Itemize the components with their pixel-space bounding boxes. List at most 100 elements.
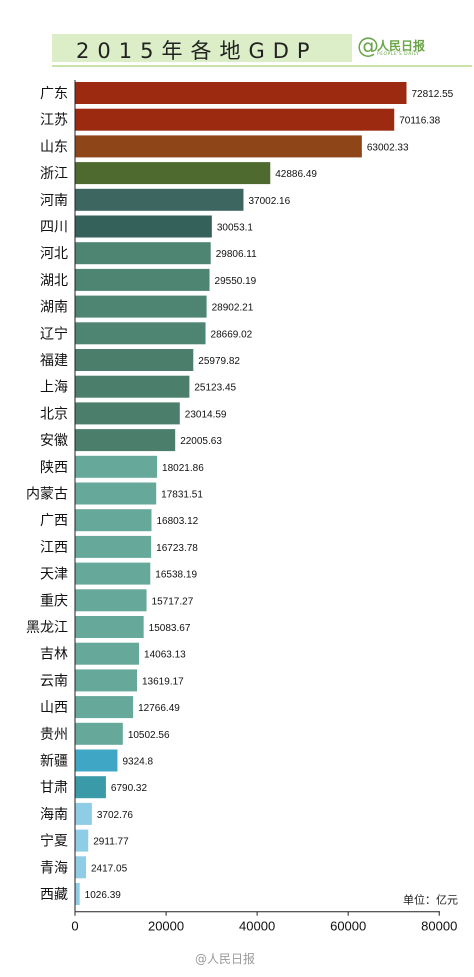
category-label-6: 河北 xyxy=(40,246,68,262)
value-label-28: 2911.77 xyxy=(93,837,129,848)
title-background xyxy=(52,34,352,62)
value-label-0: 72812.55 xyxy=(412,89,454,100)
category-label-1: 江苏 xyxy=(40,113,68,129)
peoples-daily-logo: @ 人民日报 PEOPLE'S DAILY xyxy=(357,34,437,62)
category-label-2: 山东 xyxy=(40,139,68,155)
category-label-26: 甘肃 xyxy=(40,780,68,796)
category-label-12: 北京 xyxy=(40,406,68,422)
bar-27 xyxy=(75,802,92,825)
category-label-5: 四川 xyxy=(40,220,68,236)
unit-label: 单位：亿元 xyxy=(403,893,458,907)
bar-1 xyxy=(75,108,395,131)
category-label-0: 广东 xyxy=(40,86,68,102)
category-label-18: 天津 xyxy=(40,567,68,583)
category-label-23: 山西 xyxy=(40,700,68,716)
value-label-14: 18021.86 xyxy=(162,463,204,474)
category-label-8: 湖南 xyxy=(40,300,68,316)
x-tick-label-0: 0 xyxy=(71,919,78,934)
bar-19 xyxy=(75,589,147,612)
category-label-3: 浙江 xyxy=(40,166,68,182)
bar-10 xyxy=(75,349,194,371)
category-label-20: 黑龙江 xyxy=(26,620,68,636)
x-tick-label-4: 80000 xyxy=(421,919,457,934)
bar-22 xyxy=(75,669,138,692)
bar-20 xyxy=(75,616,144,638)
value-label-23: 12766.49 xyxy=(138,703,180,714)
category-label-7: 湖北 xyxy=(40,273,68,289)
bar-2 xyxy=(75,135,362,158)
x-tick-label-1: 20000 xyxy=(148,919,184,934)
value-label-24: 10502.56 xyxy=(128,730,170,741)
category-label-11: 上海 xyxy=(40,380,68,396)
category-label-21: 吉林 xyxy=(40,647,68,663)
category-label-17: 江西 xyxy=(40,540,68,556)
value-label-3: 42886.49 xyxy=(275,169,317,180)
bar-9 xyxy=(75,322,206,345)
category-label-4: 河南 xyxy=(40,193,68,209)
value-label-19: 15717.27 xyxy=(152,596,194,607)
category-label-16: 广西 xyxy=(40,513,68,529)
bar-14 xyxy=(75,455,158,478)
category-label-13: 安徽 xyxy=(40,433,68,449)
value-label-13: 22005.63 xyxy=(180,436,222,447)
category-label-15: 内蒙古 xyxy=(26,487,68,503)
value-label-7: 29550.19 xyxy=(215,276,257,287)
value-label-29: 2417.05 xyxy=(91,863,128,874)
x-tick-label-2: 40000 xyxy=(239,919,275,934)
category-label-22: 云南 xyxy=(40,673,68,689)
value-label-18: 16538.19 xyxy=(155,570,197,581)
value-label-12: 23014.59 xyxy=(185,409,227,420)
category-label-24: 贵州 xyxy=(40,727,68,743)
bar-3 xyxy=(75,162,271,185)
bar-11 xyxy=(75,375,190,398)
value-label-30: 1026.39 xyxy=(85,890,122,901)
value-label-21: 14063.13 xyxy=(144,650,186,661)
bar-5 xyxy=(75,215,212,238)
category-label-25: 新疆 xyxy=(40,754,68,770)
category-label-10: 福建 xyxy=(40,353,68,369)
value-label-15: 17831.51 xyxy=(161,490,203,501)
bar-30 xyxy=(75,883,80,905)
logo-subtext: PEOPLE'S DAILY xyxy=(377,52,420,57)
bar-25 xyxy=(75,749,118,772)
bar-12 xyxy=(75,402,180,425)
value-label-9: 28669.02 xyxy=(211,329,253,340)
bar-7 xyxy=(75,268,210,291)
bar-18 xyxy=(75,562,151,585)
bar-21 xyxy=(75,642,140,665)
bar-23 xyxy=(75,696,134,719)
logo-text: 人民日报 xyxy=(377,39,426,53)
value-label-5: 30053.1 xyxy=(217,223,254,234)
value-label-16: 16803.12 xyxy=(157,516,199,527)
bar-29 xyxy=(75,856,87,879)
bar-4 xyxy=(75,188,244,211)
category-label-14: 陕西 xyxy=(40,460,68,476)
category-label-28: 宁夏 xyxy=(40,833,68,850)
value-label-17: 16723.78 xyxy=(156,543,198,554)
chart-title: 2015年各地GDP xyxy=(76,39,318,63)
category-label-29: 青海 xyxy=(40,860,68,876)
bar-24 xyxy=(75,722,123,745)
value-label-2: 63002.33 xyxy=(367,142,409,153)
category-label-27: 海南 xyxy=(40,807,68,823)
value-label-6: 29806.11 xyxy=(216,249,257,260)
bar-15 xyxy=(75,482,157,505)
value-label-11: 25123.45 xyxy=(194,383,236,394)
watermark: @人民日报 xyxy=(195,952,256,966)
value-label-26: 6790.32 xyxy=(111,783,148,794)
value-label-27: 3702.76 xyxy=(97,810,134,821)
x-tick-label-3: 60000 xyxy=(330,919,366,934)
category-label-19: 重庆 xyxy=(40,593,68,609)
category-label-9: 辽宁 xyxy=(40,325,68,342)
logo-at-symbol: @ xyxy=(357,34,379,59)
bar-16 xyxy=(75,509,152,532)
value-label-4: 37002.16 xyxy=(248,196,290,207)
category-label-30: 西藏 xyxy=(40,887,68,903)
value-label-25: 9324.8 xyxy=(122,757,153,768)
bar-13 xyxy=(75,429,176,452)
bar-6 xyxy=(75,242,211,265)
bar-17 xyxy=(75,535,152,558)
bar-26 xyxy=(75,776,106,799)
value-label-22: 13619.17 xyxy=(142,676,184,687)
title-underline xyxy=(52,65,472,67)
